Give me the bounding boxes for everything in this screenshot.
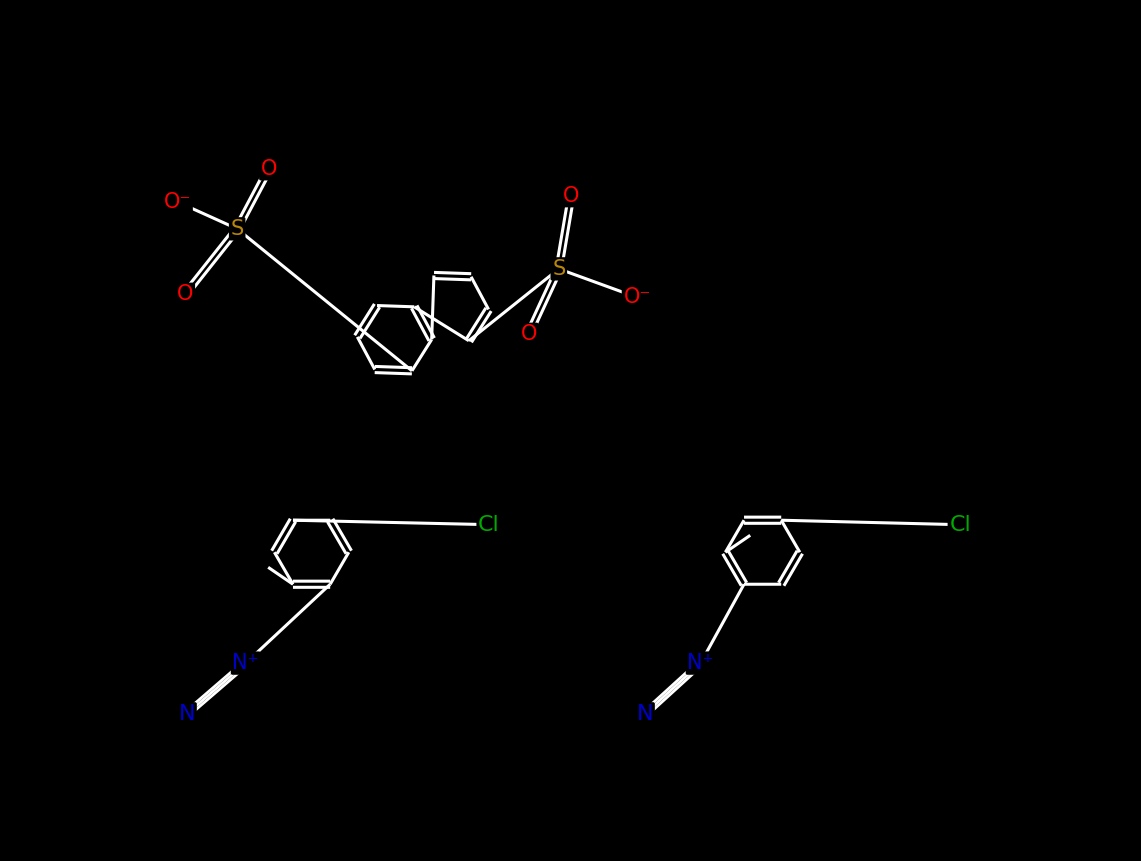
Text: O: O (177, 284, 194, 304)
Text: O⁻: O⁻ (164, 192, 192, 212)
Text: O: O (563, 186, 580, 206)
Text: N⁺: N⁺ (233, 653, 259, 673)
Text: Cl: Cl (949, 515, 971, 535)
Text: O: O (520, 325, 536, 344)
Text: N: N (637, 704, 653, 724)
Text: N⁺: N⁺ (687, 653, 714, 673)
Text: N: N (178, 704, 195, 724)
Text: O: O (261, 158, 277, 179)
Text: S: S (230, 219, 244, 238)
Text: O⁻: O⁻ (623, 288, 650, 307)
Text: Cl: Cl (478, 515, 500, 535)
Text: S: S (552, 259, 566, 279)
